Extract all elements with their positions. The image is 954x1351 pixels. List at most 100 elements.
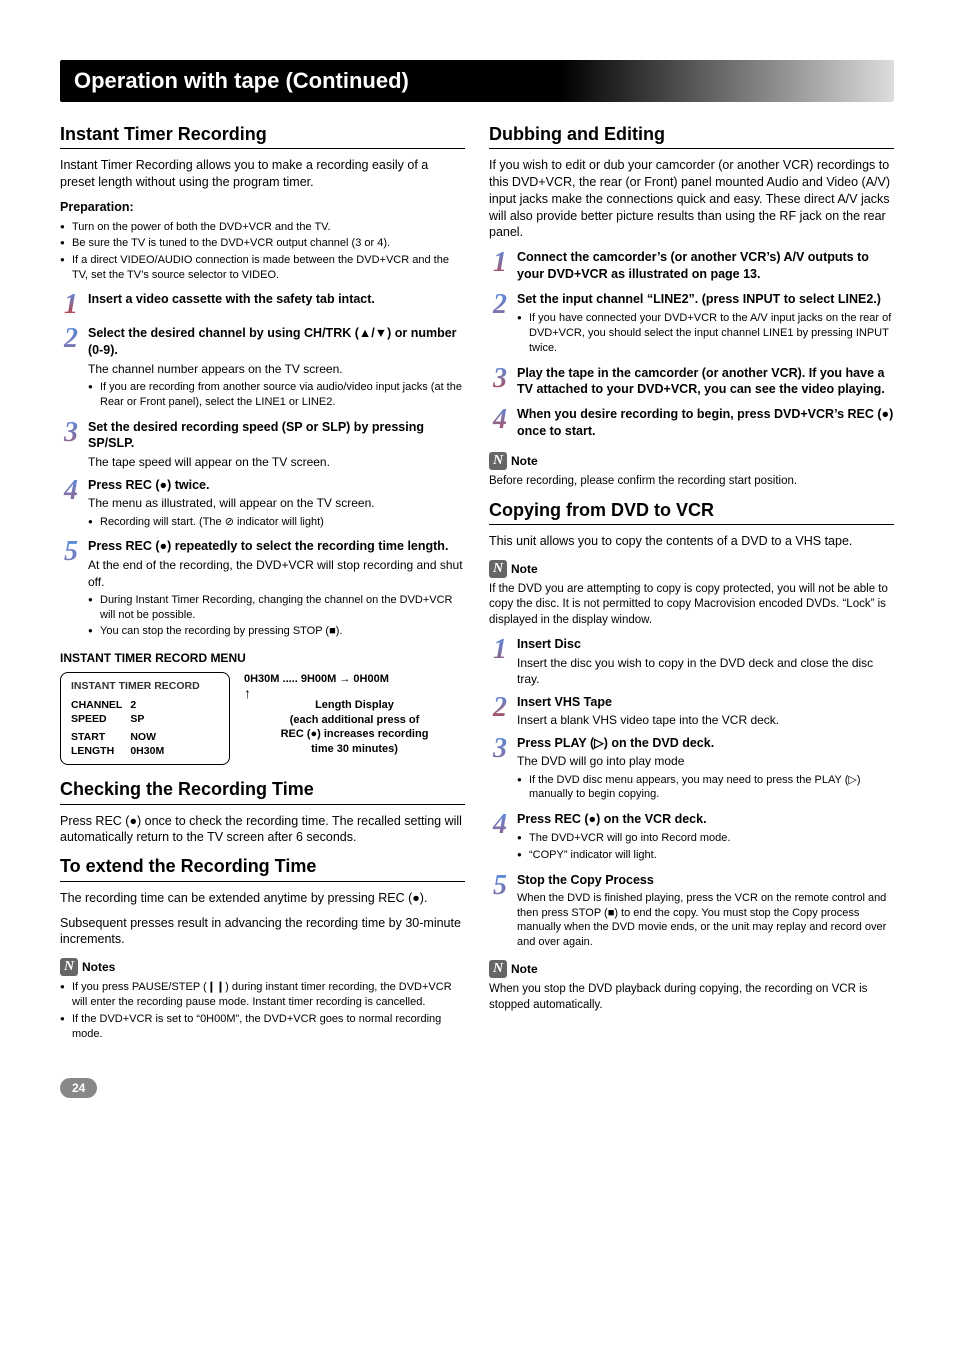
two-column-layout: Instant Timer Recording Instant Timer Re… [60,116,894,1098]
heading-copying: Copying from DVD to VCR [489,498,894,525]
step-number-icon: 3 [489,365,511,401]
step-number-icon: 2 [489,291,511,358]
step-4: 4 Press REC (●) twice. The menu as illus… [60,477,465,533]
list-item: During Instant Timer Recording, changing… [88,593,465,623]
step-number-icon: 4 [489,811,511,866]
step-title: Connect the camcorder’s (or another VCR’… [517,249,894,283]
step-number-icon: 5 [60,538,82,642]
paragraph: Instant Timer Recording allows you to ma… [60,157,465,191]
list-item: If you have connected your DVD+VCR to th… [517,311,894,356]
heading-instant-timer: Instant Timer Recording [60,122,465,149]
menu-table: CHANNEL2 SPEEDSP STARTNOW LENGTH0H30M [71,698,172,759]
step-number-icon: 5 [489,872,511,950]
step-bullets: If you are recording from another source… [88,380,465,410]
step-number-icon: 3 [60,419,82,471]
list-item: If you press PAUSE/STEP (❙❙) during inst… [60,980,465,1010]
paragraph: If you wish to edit or dub your camcorde… [489,157,894,241]
step-number-icon: 3 [489,735,511,806]
step-title: Set the input channel “LINE2”. (press IN… [517,291,894,308]
step-title: Stop the Copy Process [517,872,894,889]
dub-step-3: 3 Play the tape in the camcorder (or ano… [489,365,894,401]
dub-step-1: 1 Connect the camcorder’s (or another VC… [489,249,894,285]
step-body: The channel number appears on the TV scr… [88,361,465,377]
step-number-icon: 1 [489,636,511,687]
step-number-icon: 1 [489,249,511,285]
step-body: Insert the disc you wish to copy in the … [517,655,894,687]
instant-timer-menu-box: INSTANT TIMER RECORD CHANNEL2 SPEEDSP ST… [60,672,230,765]
left-column: Instant Timer Recording Instant Timer Re… [60,116,465,1098]
preparation-list: Turn on the power of both the DVD+VCR an… [60,220,465,283]
step-number-icon: 4 [489,406,511,442]
caption-line: REC (●) increases recording [244,727,465,742]
step-body: The menu as illustrated, will appear on … [88,495,465,511]
note-body: Before recording, please confirm the rec… [489,474,894,490]
copy-step-1: 1 Insert Disc Insert the disc you wish t… [489,636,894,687]
note-icon: N [489,960,507,978]
list-item: If a direct VIDEO/AUDIO connection is ma… [60,253,465,283]
list-item: If you are recording from another source… [88,380,465,410]
step-bullets: The DVD+VCR will go into Record mode. “C… [517,831,894,863]
copy-step-2: 2 Insert VHS Tape Insert a blank VHS vid… [489,694,894,729]
list-item: If the DVD disc menu appears, you may ne… [517,773,894,803]
step-body: The tape speed will appear on the TV scr… [88,454,465,470]
step-5: 5 Press REC (●) repeatedly to select the… [60,538,465,642]
step-bullets: If the DVD disc menu appears, you may ne… [517,773,894,803]
table-cell: 2 [130,698,172,712]
list-item: Be sure the TV is tuned to the DVD+VCR o… [60,236,465,251]
paragraph: This unit allows you to copy the content… [489,533,894,550]
step-title: When you desire recording to begin, pres… [517,406,894,440]
right-column: Dubbing and Editing If you wish to edit … [489,116,894,1098]
step-title: Press REC (●) on the VCR deck. [517,811,894,828]
note-icon: N [60,958,78,976]
note-header: N Note [489,452,894,470]
step-title: Press PLAY (▷) on the DVD deck. [517,735,894,752]
notes-header: N Notes [60,958,465,976]
note-icon: N [489,452,507,470]
note-header: N Note [489,560,894,578]
copy-step-3: 3 Press PLAY (▷) on the DVD deck. The DV… [489,735,894,806]
dub-step-4: 4 When you desire recording to begin, pr… [489,406,894,442]
menu-box-title: INSTANT TIMER RECORD [71,679,219,693]
list-item: Turn on the power of both the DVD+VCR an… [60,220,465,235]
table-cell: LENGTH [71,744,130,758]
heading-extend-time: To extend the Recording Time [60,854,465,881]
step-title: Press REC (●) twice. [88,477,465,494]
menu-caption: 0H30M ..... 9H00M → 0H00M ↑ Length Displ… [244,672,465,757]
notes-list: If you press PAUSE/STEP (❙❙) during inst… [60,980,465,1041]
table-cell: CHANNEL [71,698,130,712]
step-number-icon: 2 [60,325,82,413]
list-item: You can stop the recording by pressing S… [88,624,465,639]
paragraph: Subsequent presses result in advancing t… [60,915,465,949]
caption-line: 0H30M ..... 9H00M → 0H00M [244,672,465,687]
step-3: 3 Set the desired recording speed (SP or… [60,419,465,471]
menu-heading: INSTANT TIMER RECORD MENU [60,650,465,666]
step-title: Insert a video cassette with the safety … [88,291,465,308]
step-bullets: If you have connected your DVD+VCR to th… [517,311,894,356]
note-header: N Note [489,960,894,978]
dub-step-2: 2 Set the input channel “LINE2”. (press … [489,291,894,358]
page-number: 24 [60,1078,97,1098]
table-cell: SP [130,712,172,726]
step-title: Press REC (●) repeatedly to select the r… [88,538,465,555]
list-item: The DVD+VCR will go into Record mode. [517,831,894,846]
table-cell: SPEED [71,712,130,726]
note-label: Note [511,961,538,977]
preparation-heading: Preparation: [60,199,465,216]
note-label: Notes [82,959,115,975]
caption-line: time 30 minutes) [244,742,465,757]
step-number-icon: 1 [60,291,82,319]
step-title: Set the desired recording speed (SP or S… [88,419,465,453]
step-body: Insert a blank VHS video tape into the V… [517,712,894,728]
table-cell: 0H30M [130,744,172,758]
note-body: When you stop the DVD playback during co… [489,982,894,1013]
step-bullets: Recording will start. (The ⊘ indicator w… [88,515,465,530]
section-header: Operation with tape (Continued) [60,60,894,102]
note-label: Note [511,453,538,469]
note-body: If the DVD you are attempting to copy is… [489,582,894,629]
step-title: Play the tape in the camcorder (or anoth… [517,365,894,399]
paragraph: Press REC (●) once to check the recordin… [60,813,465,847]
step-body: The DVD will go into play mode [517,753,894,769]
table-cell: START [71,726,130,744]
heading-dubbing: Dubbing and Editing [489,122,894,149]
table-cell: NOW [130,726,172,744]
